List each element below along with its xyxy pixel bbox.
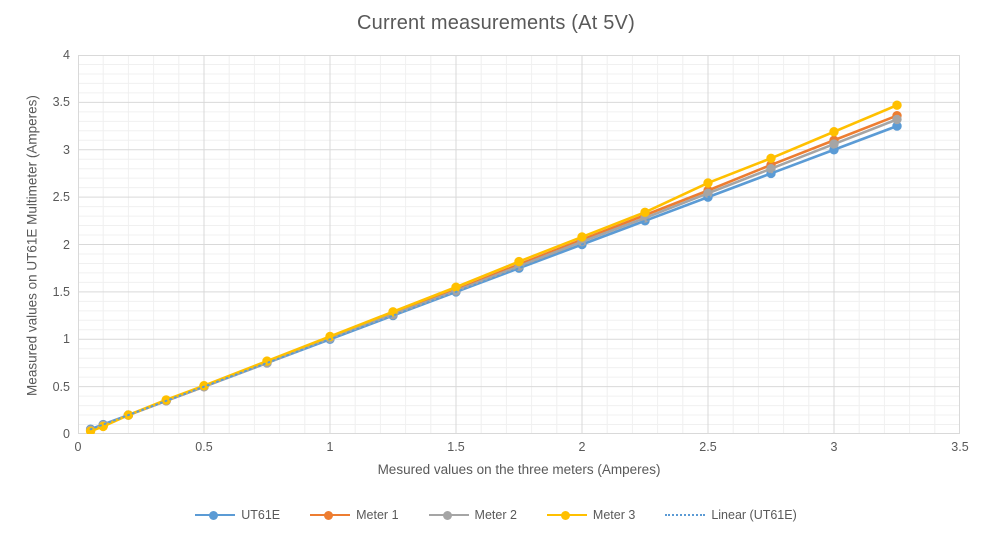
legend-item-meter-3[interactable]: Meter 3 (546, 508, 636, 522)
legend-line (665, 514, 706, 516)
y-tick-label: 3.5 (52, 95, 70, 110)
y-tick-label: 3 (63, 142, 70, 157)
data-point (514, 256, 524, 267)
legend-label: Linear (UT61E) (711, 508, 797, 522)
legend-label: UT61E (241, 508, 281, 522)
legend-label: Meter 1 (356, 508, 399, 522)
y-tick-label: 1 (63, 332, 70, 347)
x-tick-label: 1 (326, 440, 334, 454)
chart-title: Current measurements (At 5V) (357, 12, 635, 34)
y-tick-label: 4 (63, 48, 70, 62)
legend-marker-dot (209, 511, 219, 520)
legend-label: Meter 3 (592, 508, 636, 522)
series-line-linear-ut61e (89, 125, 898, 431)
x-tick-label: 2.5 (699, 440, 717, 454)
series-line-meter-3 (89, 103, 899, 433)
x-axis-tick-labels: 0 0.5 1 1.5 2 2.5 3 3.5 (75, 440, 969, 462)
legend-item-linear-ut61e[interactable]: Linear (UT61E) (665, 508, 797, 522)
data-point (829, 127, 839, 137)
x-tick-label: 0 (74, 440, 82, 454)
legend-item-meter-2[interactable]: Meter 2 (428, 508, 517, 522)
x-tick-label: 3.5 (951, 440, 969, 454)
x-axis-title: Mesured values on the three meters (Ampe… (377, 462, 661, 477)
legend-item-meter-1[interactable]: Meter 1 (310, 508, 399, 522)
data-point (766, 164, 776, 174)
data-point (451, 282, 461, 292)
data-point (892, 100, 902, 110)
data-point (640, 207, 650, 217)
data-point (85, 426, 96, 434)
y-tick-label: 0.5 (52, 379, 70, 394)
y-tick-label: 1.5 (52, 284, 70, 299)
legend-swatch (428, 509, 469, 521)
data-point (703, 178, 713, 188)
data-point (892, 114, 902, 125)
plot-svg (78, 55, 960, 434)
plot-area (78, 55, 960, 434)
data-point (829, 139, 839, 149)
legend-swatch (665, 509, 706, 521)
x-tick-label: 1.5 (447, 440, 465, 454)
data-point (766, 153, 776, 163)
x-tick-label: 3 (830, 440, 838, 454)
legend-swatch (195, 509, 236, 521)
legend-marker-dot (442, 511, 452, 520)
legend-label: Meter 2 (474, 508, 517, 522)
legend-item-ut61e[interactable]: UT61E (195, 508, 280, 522)
data-point (325, 331, 335, 342)
y-tick-label: 0 (63, 427, 70, 441)
legend-swatch (310, 509, 351, 521)
legend-marker-dot (324, 511, 334, 520)
y-tick-label: 2 (63, 237, 70, 252)
chart-legend: UT61E Meter 1 Meter 2 Meter 3 Linear (UT61E) (0, 508, 992, 522)
y-axis-tick-labels: 0 0.5 1 1.5 2 2.5 3 3.5 4 (0, 48, 70, 441)
x-tick-label: 0.5 (195, 440, 213, 454)
legend-swatch (546, 509, 587, 521)
legend-marker-dot (560, 511, 570, 520)
y-tick-label: 2.5 (52, 190, 70, 205)
x-tick-label: 2 (578, 440, 586, 454)
data-point (577, 232, 587, 242)
